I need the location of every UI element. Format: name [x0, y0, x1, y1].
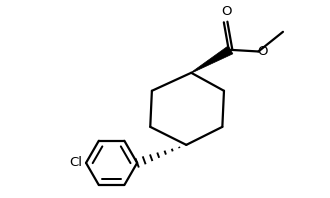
- Text: O: O: [221, 5, 232, 18]
- Text: O: O: [257, 45, 267, 58]
- Polygon shape: [191, 46, 233, 73]
- Text: Cl: Cl: [69, 156, 82, 169]
